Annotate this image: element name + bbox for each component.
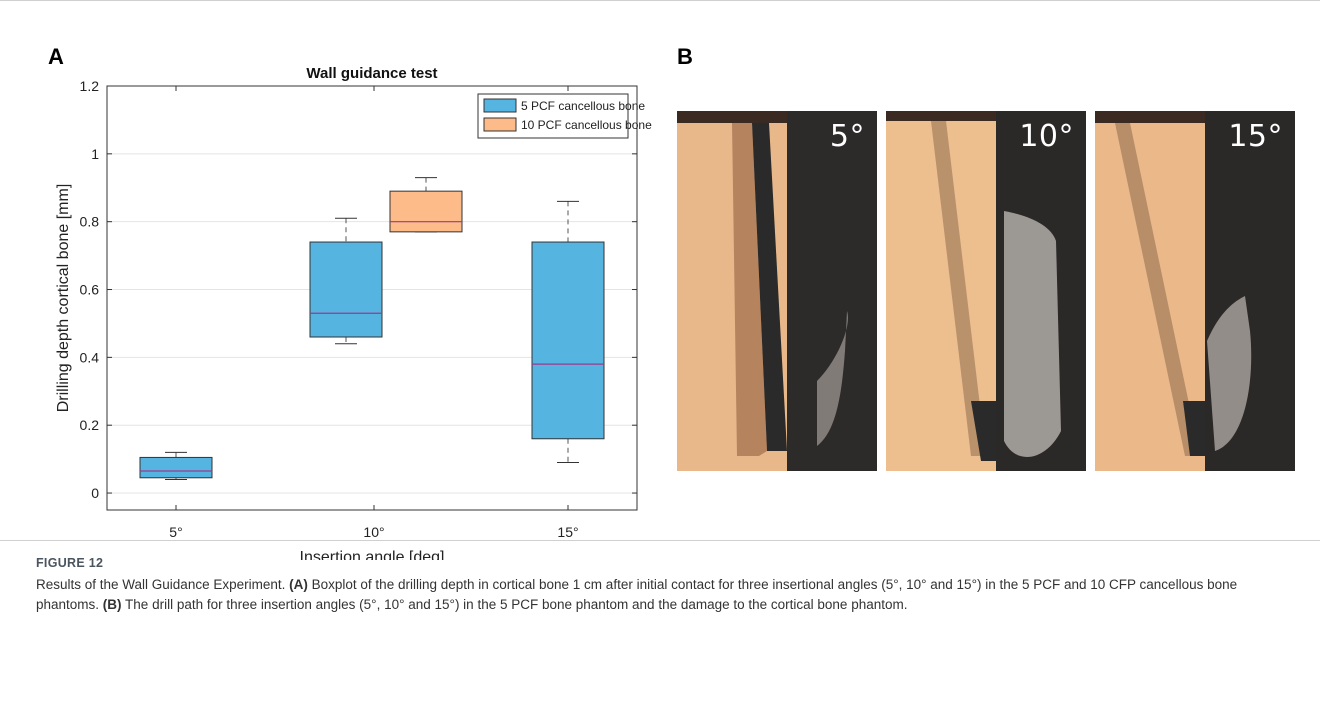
top-rule	[0, 0, 1320, 1]
legend-label: 10 PCF cancellous bone	[521, 118, 652, 132]
legend-swatch	[483, 117, 517, 132]
photo-10-deg: 10°	[886, 111, 1086, 471]
photo-label-5: 5°	[829, 119, 865, 154]
x-axis-label: Insertion angle [deg]	[300, 549, 445, 560]
y-tick-label: 1	[91, 146, 99, 162]
y-tick-label: 0.8	[80, 214, 100, 230]
box-iqr	[531, 241, 605, 440]
figure-caption: Results of the Wall Guidance Experiment.…	[36, 575, 1296, 615]
panel-label-a: A	[48, 44, 64, 69]
chart-title: Wall guidance test	[306, 65, 437, 82]
drill-path-image-15	[1095, 111, 1295, 471]
x-tick-label: 5°	[169, 524, 182, 540]
caption-b-tag: (B)	[102, 597, 122, 612]
box-iqr	[309, 241, 383, 338]
x-tick-label: 15°	[557, 524, 578, 540]
box-iqr	[389, 190, 463, 233]
y-tick-label: 1.2	[80, 78, 100, 94]
box-iqr	[139, 456, 213, 479]
y-tick-label: 0	[91, 485, 99, 501]
drill-path-image-10	[886, 111, 1086, 471]
legend-swatch	[483, 98, 517, 113]
x-tick-label: 10°	[363, 524, 384, 540]
y-tick-label: 0.6	[80, 282, 100, 298]
figure-label: FIGURE 12	[36, 556, 104, 570]
photo-label-10: 10°	[1019, 119, 1074, 154]
y-axis-label: Drilling depth cortical bone [mm]	[55, 184, 72, 413]
caption-b-text: The drill path for three insertion angle…	[121, 597, 908, 612]
y-tick-label: 0.2	[80, 417, 100, 433]
legend-label: 5 PCF cancellous bone	[521, 99, 645, 113]
caption-a-tag: (A)	[289, 577, 308, 592]
photo-label-15: 15°	[1228, 119, 1283, 154]
panel-label-b: B	[677, 44, 693, 69]
boxplot-chart: 0 0.2 0.4 0.6 0.8 1 1.2 5° 10° 15° Wall guidance t…	[55, 65, 652, 560]
caption-divider	[0, 540, 1320, 541]
plot-frame	[106, 85, 638, 511]
caption-a-text: Boxplot of the drilling depth in cortica…	[36, 577, 1238, 612]
drill-path-image-5	[677, 111, 877, 471]
photo-5-deg: 5°	[677, 111, 877, 471]
photo-15-deg: 15°	[1095, 111, 1295, 471]
caption-lead: Results of the Wall Guidance Experiment.	[36, 577, 286, 592]
y-tick-label: 0.4	[80, 349, 100, 365]
